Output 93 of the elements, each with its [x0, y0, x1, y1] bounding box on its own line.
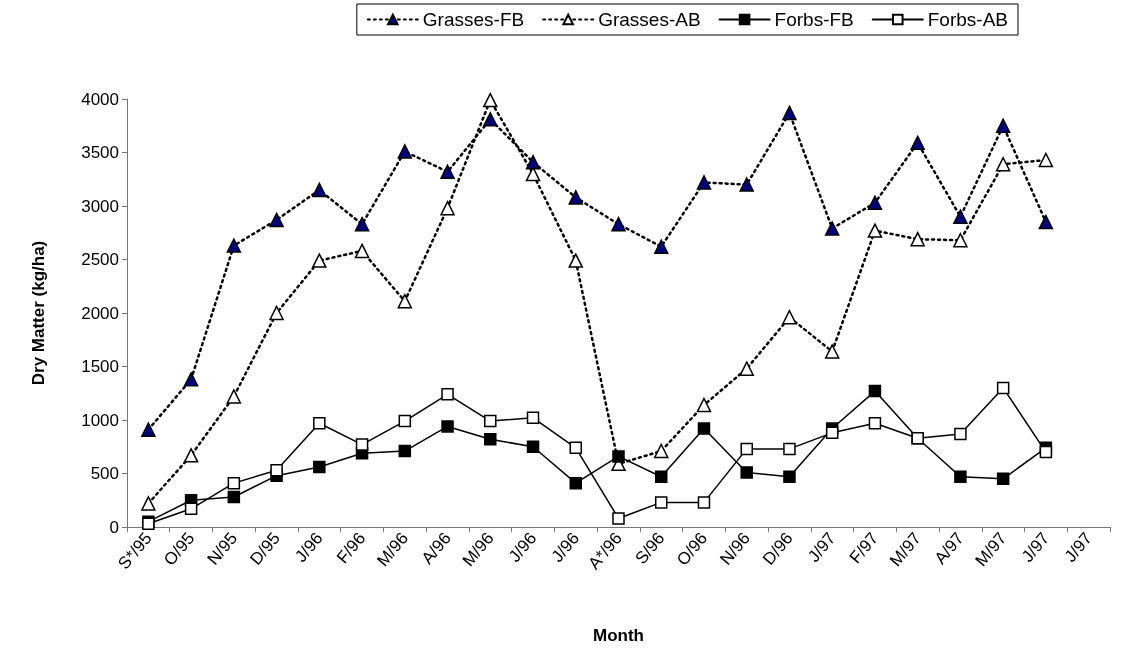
y-tick-label: 0 [109, 517, 119, 537]
point [953, 232, 968, 248]
point [868, 384, 882, 398]
point [440, 164, 455, 180]
point [825, 426, 839, 440]
point [697, 496, 711, 509]
point [270, 464, 283, 477]
point [483, 112, 498, 127]
point [612, 512, 625, 525]
point [525, 154, 541, 170]
point [654, 470, 668, 483]
y-tick-label: 1000 [81, 410, 119, 430]
point [440, 200, 455, 216]
point [697, 422, 711, 435]
point [996, 472, 1010, 486]
point [313, 460, 326, 474]
point [525, 166, 541, 182]
point [484, 433, 497, 446]
point [398, 414, 412, 428]
point [783, 442, 796, 456]
point [1039, 445, 1053, 459]
point [782, 105, 797, 121]
y-tick-label: 3500 [81, 143, 119, 162]
point [696, 397, 712, 413]
y-tick-label: 1500 [81, 357, 119, 376]
point [1038, 152, 1054, 168]
point [355, 438, 369, 451]
y-tick-label: 4000 [81, 89, 119, 109]
point [740, 466, 753, 479]
point [354, 216, 370, 232]
point [269, 305, 284, 321]
point [141, 496, 156, 511]
point [954, 427, 967, 441]
point [483, 92, 498, 108]
legend-label: Grasses-AB [598, 9, 701, 30]
point [867, 195, 883, 211]
point [569, 441, 583, 455]
point [441, 420, 454, 433]
point [867, 223, 883, 238]
point [526, 411, 540, 425]
point [397, 293, 413, 309]
point [227, 476, 241, 490]
point [739, 177, 754, 192]
point [653, 239, 669, 254]
point [954, 470, 967, 483]
point [226, 389, 242, 404]
point [996, 381, 1010, 395]
point [568, 190, 584, 205]
point [269, 212, 284, 228]
point [740, 442, 753, 456]
point [226, 238, 242, 253]
point [953, 209, 968, 224]
point [653, 443, 669, 459]
y-tick-label: 2000 [81, 303, 119, 323]
point [611, 216, 626, 232]
y-axis-title: Dry Matter (kg/ha) [29, 240, 48, 386]
point [783, 470, 796, 483]
point [654, 496, 668, 509]
point [227, 490, 241, 504]
point [183, 372, 199, 387]
legend-label: Grasses-FB [422, 9, 525, 30]
point [183, 448, 199, 463]
point [398, 444, 412, 458]
point [441, 388, 454, 401]
point [910, 135, 925, 151]
point [313, 416, 326, 430]
point [568, 253, 584, 268]
legend-label: Forbs-FB [774, 9, 854, 30]
point [312, 253, 327, 268]
point [910, 231, 925, 247]
point [484, 414, 497, 428]
point [569, 476, 583, 490]
point [612, 450, 625, 463]
point [184, 502, 198, 516]
point [312, 182, 327, 198]
y-tick-label: 500 [90, 464, 119, 483]
point [995, 118, 1011, 133]
point [1038, 214, 1054, 230]
point [824, 221, 840, 236]
point [526, 440, 540, 453]
point [397, 144, 413, 159]
y-tick-label: 3000 [81, 196, 119, 216]
point [868, 416, 882, 430]
y-tick-label: 2500 [81, 250, 119, 269]
point [739, 361, 754, 376]
x-axis-title: Month [593, 626, 644, 645]
point [824, 344, 840, 359]
point [141, 422, 156, 437]
point [354, 243, 370, 259]
legend-label: Forbs-AB [927, 9, 1009, 30]
point [696, 175, 712, 190]
point [782, 310, 797, 325]
point [995, 157, 1011, 172]
